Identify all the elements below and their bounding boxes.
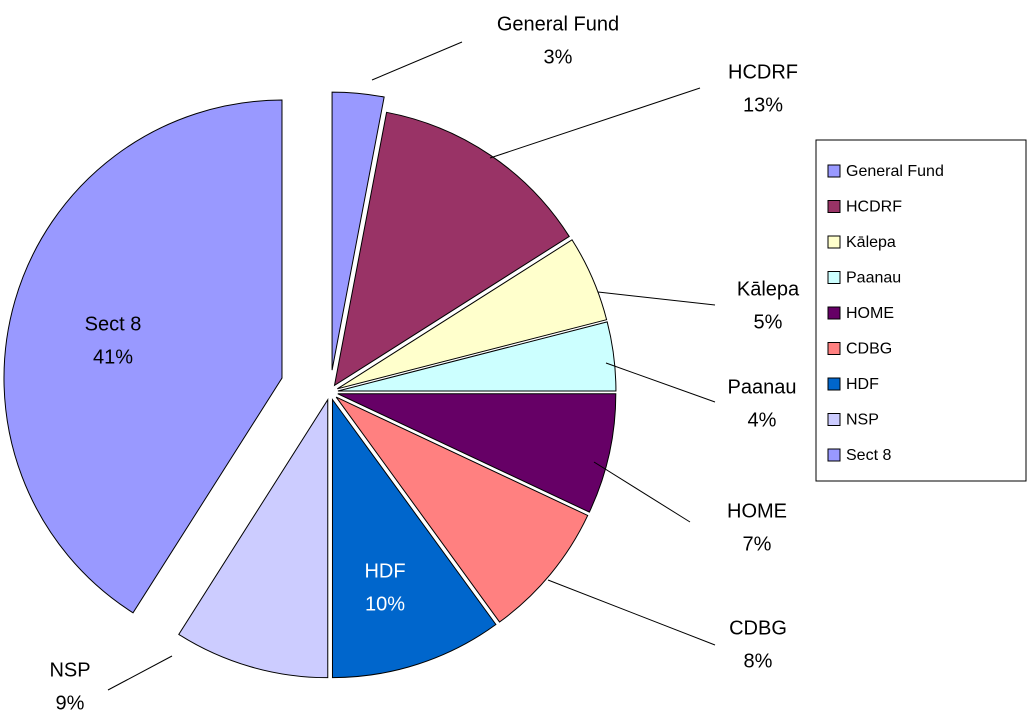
slice-label: Sect 8	[85, 313, 142, 335]
leader-line	[489, 87, 701, 159]
legend-label: HCDRF	[846, 199, 902, 216]
leader-line	[593, 461, 691, 523]
leader-line	[597, 291, 716, 306]
legend-swatch	[827, 306, 841, 320]
slice-label: NSP	[49, 659, 90, 681]
slice-label: General Fund	[497, 13, 619, 35]
legend-label: Paanau	[846, 270, 901, 287]
pie-slice	[337, 393, 617, 513]
slice-label: HOME	[727, 500, 787, 522]
pie-slice	[331, 91, 385, 371]
legend-swatch	[827, 413, 841, 426]
leader-line	[371, 41, 463, 81]
slice-value-label: 7%	[743, 533, 772, 555]
slice-label: Kālepa	[737, 278, 800, 300]
legend-label: Sect 8	[846, 447, 891, 464]
legend-swatch	[827, 164, 841, 178]
slice-value-label: 41%	[93, 346, 133, 368]
pie-slice	[337, 239, 608, 390]
slice-label: HDF	[364, 560, 405, 582]
legend-label: Kālepa	[846, 234, 896, 251]
slice-value-label: 10%	[365, 593, 405, 615]
leader-line	[605, 362, 716, 403]
pie-slice	[178, 397, 329, 679]
legend-label: HOME	[846, 305, 894, 322]
legend-swatch	[827, 448, 841, 462]
slice-value-label: 3%	[544, 46, 573, 68]
slice-value-label: 13%	[743, 94, 783, 116]
slice-label: HCDRF	[728, 61, 798, 83]
pie-slice	[337, 321, 617, 392]
leader-line	[547, 579, 716, 646]
legend-label: HDF	[846, 376, 879, 393]
legend-swatch	[827, 200, 841, 213]
slice-value-label: 9%	[56, 692, 85, 714]
legend-box	[815, 139, 1027, 482]
legend-swatch	[827, 342, 841, 355]
legend: General Fund HCDRF Kālepa Paanau HOME CDBG HDF…	[815, 139, 1027, 482]
slice-value-label: 5%	[754, 311, 783, 333]
pie-slice	[3, 99, 283, 614]
legend-swatch	[827, 377, 841, 391]
slice-label: Paanau	[728, 376, 797, 398]
legend-label: CDBG	[846, 341, 892, 358]
pie-slice	[335, 396, 589, 623]
leader-line	[107, 655, 173, 691]
slice-label: CDBG	[729, 617, 787, 639]
legend-label: NSP	[846, 412, 879, 429]
legend-label: General Fund	[846, 163, 944, 180]
pie-slice	[331, 398, 497, 679]
legend-swatch	[827, 271, 841, 284]
pie-slice	[333, 111, 570, 387]
legend-swatch	[827, 235, 841, 249]
slice-value-label: 4%	[748, 409, 777, 431]
slice-value-label: 8%	[744, 650, 773, 672]
